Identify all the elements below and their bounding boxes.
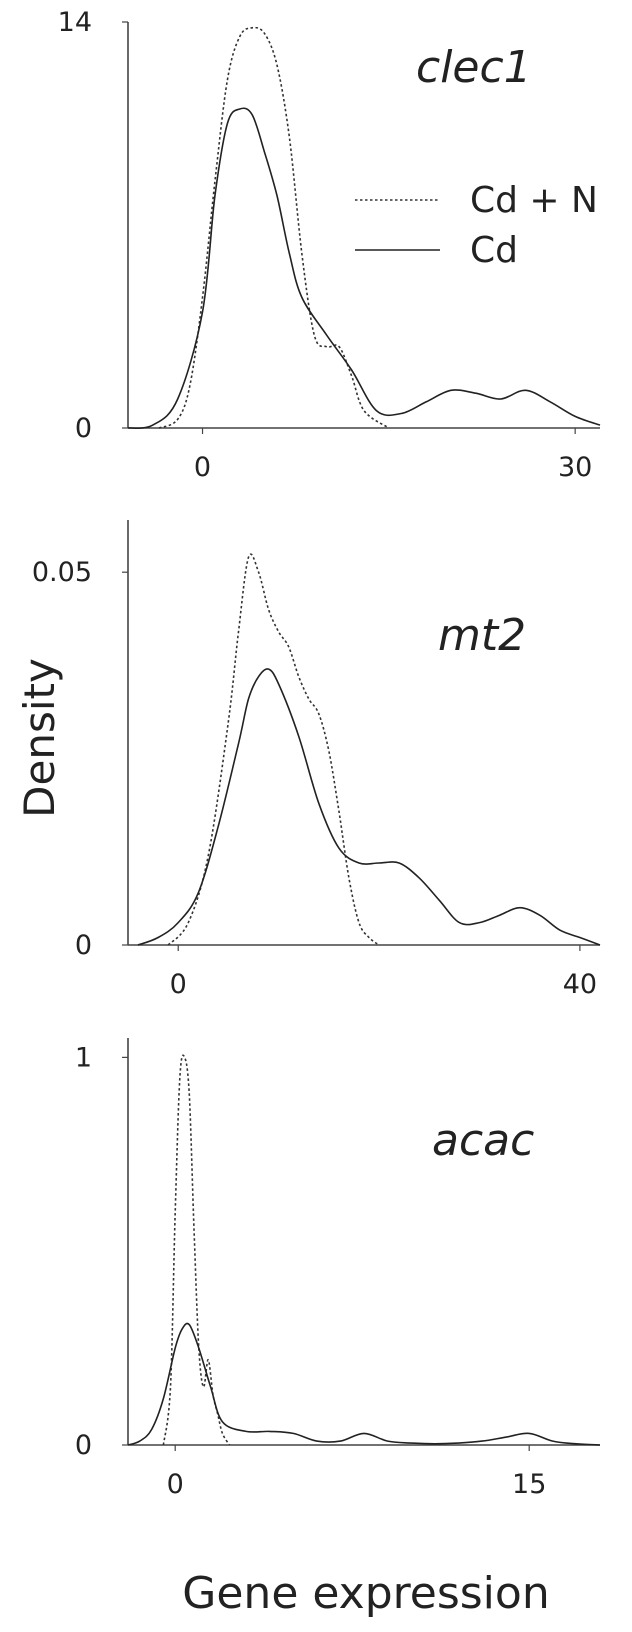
series-line-cd (127, 1322, 601, 1446)
x-tick-label: 40 (563, 969, 597, 1000)
x-axis-label: Gene expression (182, 1568, 549, 1619)
x-tick-label: 30 (558, 452, 592, 483)
panel-title: clec1 (416, 42, 532, 93)
y-tick-label: 1 (75, 1042, 92, 1073)
y-tick-label: 0.05 (32, 557, 92, 588)
panel-acac: 0 1 0 15 acac (75, 1038, 601, 1500)
series-line-cd-n (162, 1054, 231, 1446)
legend-label: Cd + N (470, 180, 598, 221)
panel-title: acac (432, 1115, 534, 1166)
panel-clec1: 0 14 0 30 clec1 (58, 7, 601, 483)
x-tick-label: 0 (170, 969, 187, 1000)
panels-group: 0 14 0 30 clec1 0 0.05 0 40 mt2 0 1 0 15 acac (32, 7, 601, 1500)
series-line-cd (127, 107, 601, 429)
panel-mt2: 0 0.05 0 40 mt2 (32, 520, 601, 1000)
panel-title: mt2 (438, 610, 526, 661)
x-tick-label: 15 (512, 1469, 546, 1500)
x-tick-label: 0 (194, 452, 211, 483)
y-tick-label: 14 (58, 7, 92, 38)
series-line-cd-n (167, 553, 380, 946)
series-line-cd-n (158, 26, 390, 429)
legend-label: Cd (470, 230, 518, 271)
legend: Cd + N Cd (355, 180, 598, 271)
series-line-cd (137, 668, 601, 946)
y-axis-label: Density (15, 658, 64, 818)
x-tick-label: 0 (167, 1469, 184, 1500)
y-tick-label: 0 (75, 413, 92, 444)
y-tick-label: 0 (75, 1430, 92, 1461)
y-tick-label: 0 (75, 930, 92, 961)
